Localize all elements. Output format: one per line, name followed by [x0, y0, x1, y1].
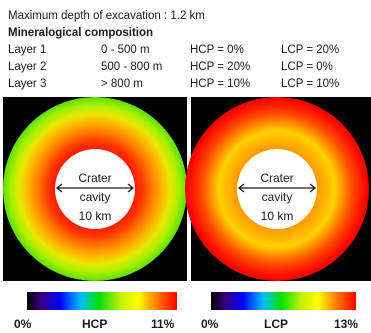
- lcp-scale-max: 13%: [334, 317, 359, 331]
- lcp-scale-min: 0%: [201, 317, 219, 331]
- excavation-note: Maximum depth of excavation : 1.2 km: [8, 10, 205, 22]
- hcp-scale-name: HCP: [82, 317, 108, 331]
- lcp-crater-cavity: [237, 149, 317, 229]
- hcp-crater-cavity: [55, 149, 135, 229]
- layer-2-name: Layer 2: [8, 61, 47, 73]
- layer-1-hcp: HCP = 0%: [190, 44, 244, 56]
- hcp-scale-min: 0%: [14, 317, 32, 331]
- layer-2-lcp: LCP = 0%: [281, 61, 333, 73]
- layer-1-name: Layer 1: [8, 44, 47, 56]
- layer-3-depth: > 800 m: [101, 78, 143, 90]
- lcp-cavity-label-line-1: Crater: [260, 171, 293, 185]
- hcp-scale-max: 11%: [151, 317, 175, 331]
- hcp-color-scale: [27, 292, 177, 310]
- hcp-diameter-arrow: [55, 183, 135, 193]
- lcp-cavity-label: Crater cavity 10 km: [260, 171, 293, 223]
- composition-heading: Mineralogical composition: [8, 27, 154, 39]
- hcp-cavity-label-line-3: 10 km: [79, 209, 112, 223]
- lcp-cavity-label-line-3: 10 km: [261, 209, 294, 223]
- layer-3-name: Layer 3: [8, 78, 47, 90]
- layer-1-depth: 0 - 500 m: [101, 44, 150, 56]
- lcp-cavity-label-line-2: cavity: [262, 190, 293, 204]
- layer-2-hcp: HCP = 20%: [190, 61, 251, 73]
- layer-2-depth: 500 - 800 m: [101, 61, 163, 73]
- hcp-cavity-label-line-2: cavity: [80, 190, 111, 204]
- lcp-scale-name: LCP: [264, 317, 288, 331]
- hcp-cavity-label-line-1: Crater: [78, 171, 111, 185]
- layer-1-lcp: LCP = 20%: [281, 44, 340, 56]
- layer-3-lcp: LCP = 10%: [281, 78, 340, 90]
- lcp-diameter-arrow: [237, 183, 317, 193]
- layer-3-hcp: HCP = 10%: [190, 78, 251, 90]
- lcp-color-scale: [211, 292, 356, 310]
- hcp-cavity-label: Crater cavity 10 km: [78, 171, 111, 223]
